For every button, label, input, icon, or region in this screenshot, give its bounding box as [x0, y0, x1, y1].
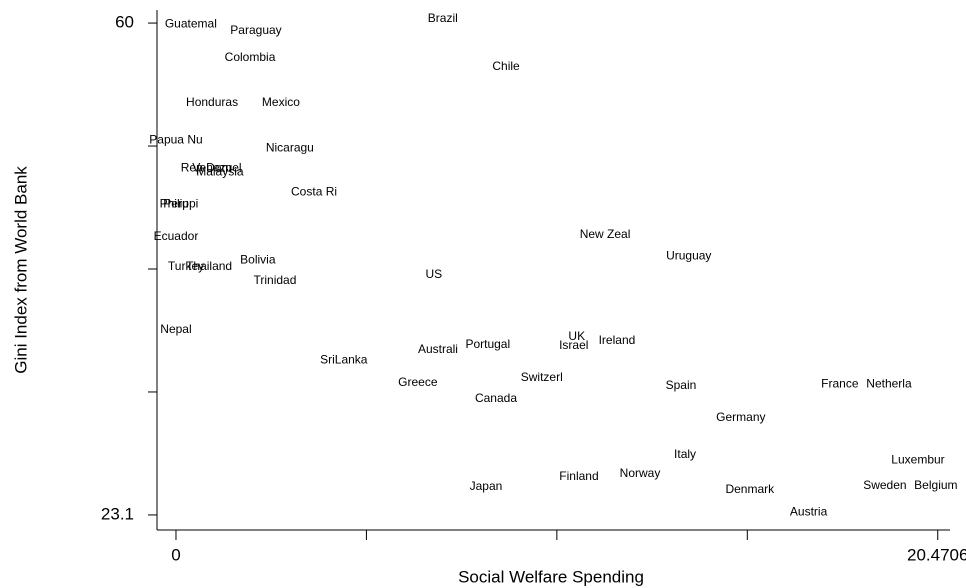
- point-label: Luxembur: [891, 452, 944, 466]
- point-label: Portugal: [465, 337, 510, 351]
- point-label: Philippi: [160, 197, 199, 211]
- point-label: Turkey: [168, 259, 204, 273]
- point-label: Ecuador: [154, 229, 199, 243]
- point-label: Costa Ri: [291, 185, 337, 199]
- point-label: Denmark: [725, 482, 775, 496]
- point-label: Venezuel: [192, 161, 241, 175]
- x-axis-title: Social Welfare Spending: [458, 567, 644, 586]
- point-label: Canada: [475, 391, 517, 405]
- point-label: Nepal: [160, 322, 191, 336]
- y-tick-label: 60: [115, 13, 134, 32]
- point-label: US: [426, 267, 443, 281]
- point-label: Peru: [163, 197, 188, 211]
- point-label: Chile: [492, 59, 520, 73]
- point-label: Malaysia: [196, 165, 244, 179]
- point-label: Sweden: [863, 478, 906, 492]
- y-axis-title: Gini Index from World Bank: [11, 166, 30, 374]
- point-label: Paraguay: [230, 23, 281, 37]
- point-label: Austria: [790, 504, 828, 518]
- point-label: Netherla: [866, 376, 912, 390]
- point-label: Uruguay: [666, 249, 711, 263]
- point-label: Spain: [666, 378, 697, 392]
- point-label: Bolivia: [240, 253, 276, 267]
- point-label: Mexico: [262, 95, 300, 109]
- point-label: Ireland: [599, 333, 636, 347]
- point-label: Greece: [398, 375, 438, 389]
- y-tick-label: 23.1: [101, 504, 134, 523]
- point-label: Switzerl: [521, 370, 563, 384]
- point-label: Brazil: [428, 11, 458, 25]
- point-label: Guatemal: [165, 17, 217, 31]
- point-label: UK: [568, 329, 585, 343]
- point-label: Thailand: [186, 259, 232, 273]
- point-label: Papua Nu: [149, 133, 202, 147]
- point-label: Honduras: [186, 95, 238, 109]
- point-label: Israel: [559, 338, 588, 352]
- point-label: Germany: [716, 410, 765, 424]
- point-label: France: [821, 376, 859, 390]
- point-label: Japan: [470, 479, 503, 493]
- x-tick-label: 0: [171, 545, 180, 564]
- point-label: Finland: [559, 469, 598, 483]
- point-label: Trinidad: [254, 273, 297, 287]
- point-label: Italy: [674, 447, 696, 461]
- point-label: Rep Dom: [181, 161, 232, 175]
- point-label: New Zeal: [580, 227, 631, 241]
- x-tick-label: 20.4706: [907, 545, 966, 564]
- point-label: Colombia: [225, 50, 276, 64]
- point-label: Belgium: [914, 478, 957, 492]
- point-label: Australi: [418, 342, 458, 356]
- point-label: Norway: [620, 466, 661, 480]
- point-label: SriLanka: [320, 352, 368, 366]
- point-label: Nicaragu: [266, 141, 314, 155]
